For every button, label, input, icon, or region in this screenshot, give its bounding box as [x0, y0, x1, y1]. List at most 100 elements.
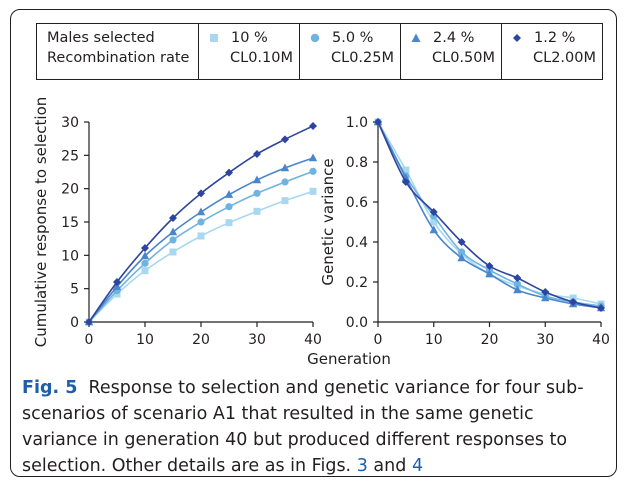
data-point	[597, 304, 605, 312]
series-line	[377, 121, 602, 309]
x-tick-label: 10	[136, 332, 154, 348]
legend-entry-4: 1.2 % CL2.00M	[502, 24, 602, 79]
data-point	[169, 248, 177, 256]
legend-entry-recomb: CL2.00M	[533, 50, 596, 66]
x-tick-label: 40	[304, 332, 322, 348]
x-tick-label: 20	[481, 332, 499, 348]
triangle-marker-icon	[411, 33, 421, 42]
data-point	[309, 187, 317, 195]
y-tick-label: 5	[70, 282, 79, 298]
legend-entry-1: 10 % CL0.10M	[199, 24, 300, 79]
data-point	[513, 285, 522, 294]
y-tick-label: 0.6	[346, 195, 368, 211]
data-point	[225, 203, 233, 211]
caption-label: Fig. 5	[22, 378, 78, 398]
y-tick-label: 10	[61, 248, 79, 264]
diamond-marker-icon	[513, 34, 521, 42]
caption-and: and	[373, 456, 407, 476]
x-axis-title: Generation	[307, 350, 391, 368]
data-point	[169, 214, 177, 222]
variance-chart: 0.0 0.2 0.4 0.6 0.8 1.0 0 10 20 30 40 Genetic varia…	[319, 115, 610, 348]
figure-link-4[interactable]: 4	[411, 456, 424, 476]
data-point	[457, 253, 466, 262]
x-tick-label: 30	[248, 332, 266, 348]
data-point	[541, 288, 550, 296]
y-tick-label: 0.2	[346, 275, 368, 291]
data-point	[168, 227, 178, 236]
x-tick-label: 10	[425, 332, 443, 348]
legend-header: Males selected Recombination rate	[37, 24, 199, 79]
data-point	[457, 238, 466, 246]
data-point	[401, 178, 410, 186]
data-point	[225, 219, 233, 227]
variance-series-1	[374, 118, 605, 308]
data-point	[112, 282, 122, 290]
data-point	[224, 190, 234, 198]
legend-header-males: Males selected	[47, 30, 155, 46]
data-point	[309, 167, 317, 175]
charts-area: 0 5 10 15 20 25 30 0 10 20 30 40 Cumulative response…	[32, 97, 610, 368]
caption-text: Response to selection and genetic varian…	[22, 378, 584, 476]
y-tick-label: 20	[61, 182, 79, 198]
data-point	[541, 293, 550, 302]
legend-entry-3: 2.4 % CL0.50M	[401, 24, 502, 79]
variance-series-4	[374, 118, 605, 312]
y-tick-label: 15	[61, 215, 79, 231]
figure-frame	[10, 9, 617, 477]
data-point	[308, 153, 318, 162]
legend-entry-recomb: CL0.50M	[432, 50, 495, 66]
y-tick-label: 0.8	[346, 155, 368, 171]
data-point	[281, 197, 289, 205]
data-point	[281, 178, 289, 186]
circle-marker-icon	[310, 33, 320, 43]
data-point	[169, 236, 177, 244]
x-tick-label: 0	[85, 332, 94, 348]
data-point	[253, 150, 261, 158]
response-chart: 0 5 10 15 20 25 30 0 10 20 30 40 Cumulative response…	[32, 97, 391, 368]
data-point	[513, 274, 522, 282]
data-point	[197, 189, 205, 198]
figure-link-3[interactable]: 3	[356, 456, 368, 476]
figure-caption: Fig. 5 Response to selection and genetic…	[22, 375, 607, 479]
x-tick-label: 0	[374, 332, 383, 348]
x-tick-label: 40	[592, 332, 610, 348]
y-tick-label: 25	[61, 148, 79, 164]
y-tick-label: 0.0	[346, 315, 368, 331]
data-point	[485, 269, 494, 278]
variance-y-axis-title: Genetic variance	[319, 158, 337, 285]
data-point	[113, 278, 121, 286]
data-point	[429, 208, 438, 216]
x-tick-label: 30	[536, 332, 554, 348]
response-series-4	[85, 122, 317, 326]
square-marker-icon	[210, 34, 218, 42]
data-point	[253, 189, 261, 197]
legend-entry-2: 5.0 % CL0.25M	[300, 24, 401, 79]
legend-entry-males: 2.4 %	[433, 30, 475, 46]
data-point	[140, 251, 150, 260]
data-point	[402, 166, 410, 174]
data-point	[197, 218, 205, 226]
data-point	[141, 244, 149, 252]
legend-header-recombination: Recombination rate	[47, 50, 190, 66]
data-point	[225, 168, 233, 177]
variance-series-2	[374, 118, 605, 310]
legend-entry-males: 5.0 %	[332, 30, 374, 46]
data-point	[197, 232, 205, 240]
data-point	[141, 259, 149, 267]
legend-table: Males selected Recombination rate 10 % C…	[36, 23, 603, 80]
y-tick-label: 1.0	[346, 115, 368, 131]
data-point	[85, 318, 93, 326]
data-point	[458, 248, 466, 256]
data-point	[429, 225, 438, 234]
data-point	[485, 262, 494, 270]
y-tick-label: 0.4	[346, 235, 368, 251]
data-point	[252, 175, 262, 184]
legend-entry-males: 1.2 %	[534, 30, 576, 46]
response-y-axis-title: Cumulative response to selection	[32, 97, 50, 348]
data-point	[281, 135, 289, 144]
series-line	[377, 121, 602, 307]
legend-entry-recomb: CL0.10M	[230, 50, 293, 66]
y-tick-label: 0	[70, 315, 79, 331]
data-point	[513, 280, 521, 288]
data-point	[253, 207, 261, 215]
